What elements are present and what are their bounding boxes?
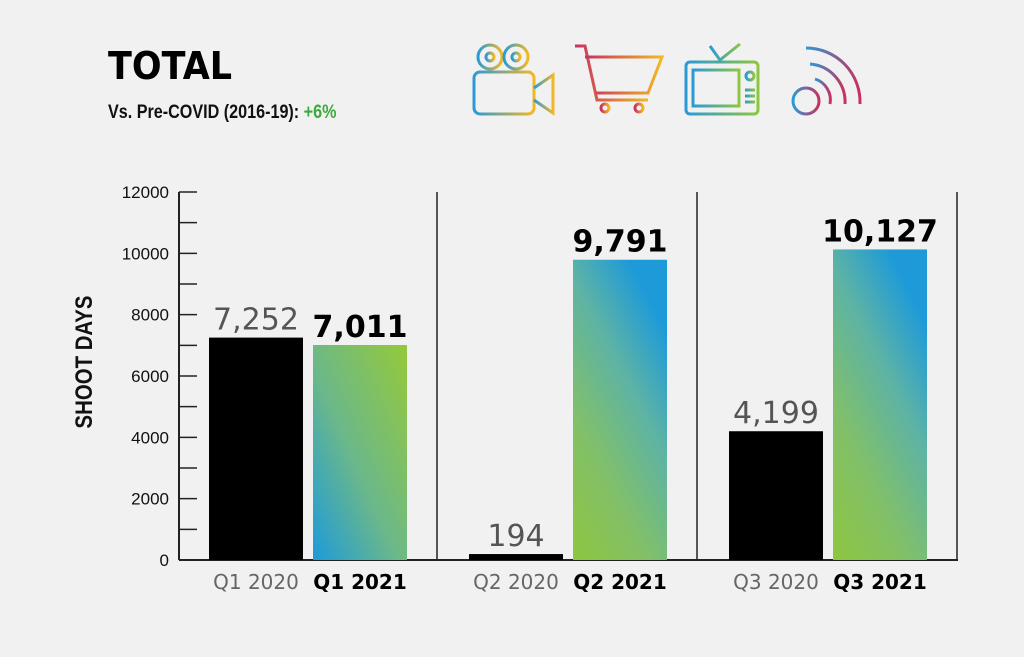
y-axis-label: SHOOT DAYS xyxy=(70,296,97,429)
y-tick-label: 8000 xyxy=(131,306,169,325)
y-tick-label: 0 xyxy=(160,551,169,570)
data-label: 7,252 xyxy=(213,303,299,338)
data-label: 7,011 xyxy=(313,310,408,345)
x-tick-label: Q1 2020 xyxy=(213,570,299,594)
y-tick-label: 12000 xyxy=(122,183,169,202)
bar-q1-2021 xyxy=(313,344,407,560)
data-label: 194 xyxy=(487,519,544,554)
data-label: 4,199 xyxy=(733,396,819,431)
bar-q3-2021 xyxy=(833,249,927,560)
data-label: 10,127 xyxy=(822,214,938,249)
bar-q2-2021 xyxy=(573,259,667,560)
bar-q2-2020 xyxy=(469,554,563,560)
y-tick-label: 4000 xyxy=(131,428,169,447)
broadcast-signal-icon xyxy=(791,46,862,116)
y-tick-label: 2000 xyxy=(131,490,169,509)
data-label: 9,791 xyxy=(573,225,668,260)
movie-camera-icon xyxy=(472,43,555,116)
x-tick-label: Q1 2021 xyxy=(313,570,407,594)
bar-q3-2020 xyxy=(729,431,823,560)
shopping-cart-icon xyxy=(575,44,665,114)
x-tick-label: Q2 2020 xyxy=(473,570,559,594)
television-icon xyxy=(684,42,760,116)
subtitle-value: +6% xyxy=(303,102,337,123)
x-tick-label: Q3 2021 xyxy=(833,570,927,594)
chart-title: TOTAL xyxy=(108,44,233,88)
y-tick-label: 6000 xyxy=(131,367,169,386)
y-tick-label: 10000 xyxy=(122,244,169,263)
subtitle-label: Vs. Pre-COVID (2016-19): xyxy=(108,102,300,123)
x-tick-label: Q3 2020 xyxy=(733,570,819,594)
chart-subtitle: Vs. Pre-COVID (2016-19): +6% xyxy=(108,102,336,124)
bar-q1-2020 xyxy=(209,337,303,560)
x-tick-label: Q2 2021 xyxy=(573,570,667,594)
